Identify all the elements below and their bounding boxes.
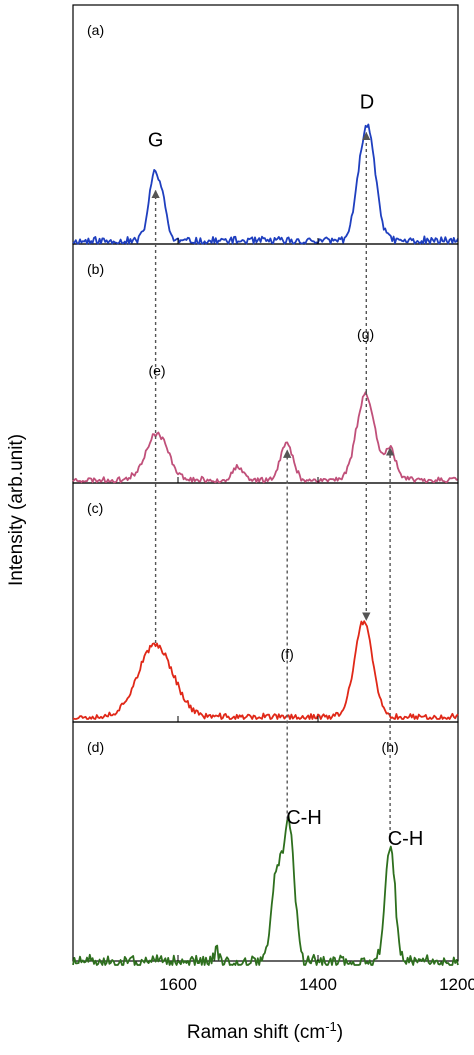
annotation-2-2: (g) — [357, 326, 374, 342]
panel-label-3: (c) — [87, 500, 103, 516]
annotation-4-1: C-H — [286, 807, 322, 829]
panel-label-2: (b) — [87, 261, 104, 277]
panel-label-4: (d) — [87, 739, 104, 755]
spectrum-line-4 — [72, 815, 459, 966]
spectrum-line-1 — [72, 123, 459, 245]
annotation-1-2: D — [360, 92, 374, 114]
panel-frame-1 — [72, 4, 459, 245]
annotation-4-3: (h) — [382, 739, 399, 755]
spectrum-line-2 — [72, 391, 459, 484]
spectrum-line-3 — [72, 620, 459, 720]
annotation-1-1: G — [148, 130, 164, 152]
annotation-3-1: (f) — [281, 646, 294, 662]
x-axis-title: Raman shift (cm-1) — [187, 1019, 343, 1043]
panel-frame-2 — [72, 243, 459, 484]
panel-frame-4 — [72, 721, 459, 962]
x-tick-label-1600: 1600 — [159, 975, 197, 994]
panel-frame-3 — [72, 482, 459, 723]
annotation-2-1: (e) — [148, 363, 165, 379]
y-axis-title: Intensity (arb.unit) — [6, 434, 27, 586]
panel-label-1: (a) — [87, 22, 104, 38]
x-tick-label-1400: 1400 — [299, 975, 337, 994]
x-tick-label-1200: 1200 — [439, 975, 474, 994]
annotation-4-2: C-H — [388, 828, 424, 850]
